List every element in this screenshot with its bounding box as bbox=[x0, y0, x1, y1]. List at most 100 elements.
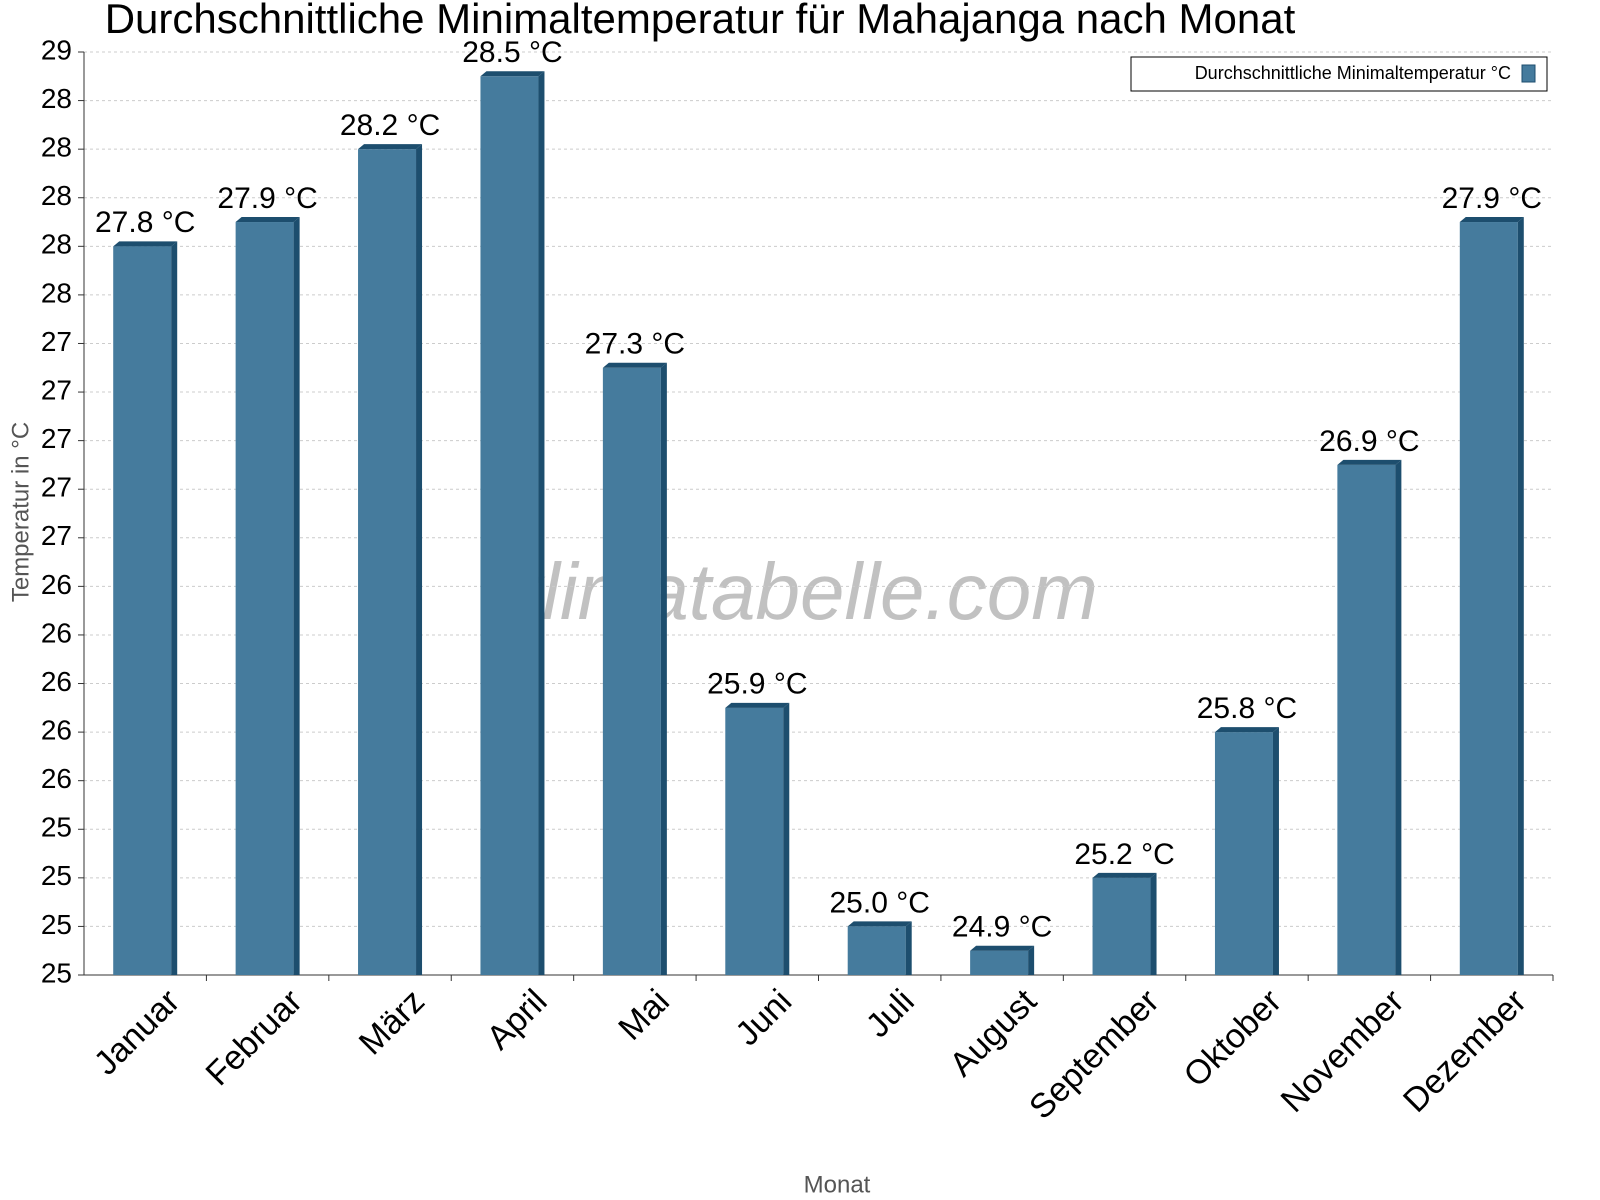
bar bbox=[847, 926, 906, 975]
value-label: 25.9 °C bbox=[707, 668, 807, 701]
y-tick-label: 26 bbox=[41, 763, 72, 794]
y-tick-label: 28 bbox=[41, 229, 72, 260]
bar bbox=[1092, 877, 1151, 975]
y-tick-label: 25 bbox=[41, 909, 72, 940]
x-tick-label: August bbox=[942, 982, 1044, 1084]
y-tick-label: 28 bbox=[41, 83, 72, 114]
y-tick-label: 28 bbox=[41, 180, 72, 211]
bar-top bbox=[480, 71, 545, 77]
bar bbox=[602, 367, 661, 975]
bar-side bbox=[783, 702, 790, 975]
bar bbox=[235, 222, 294, 976]
bar-side bbox=[905, 921, 912, 975]
bar-side bbox=[1150, 872, 1157, 975]
bar-top bbox=[1214, 727, 1279, 733]
bar-top bbox=[970, 945, 1035, 951]
bar-group bbox=[1459, 217, 1524, 976]
y-tick-label: 28 bbox=[41, 277, 72, 308]
y-tick-label: 27 bbox=[41, 472, 72, 503]
value-label: 28.5 °C bbox=[462, 36, 562, 69]
bar-group bbox=[1092, 872, 1157, 975]
x-tick-label: Juni bbox=[728, 982, 799, 1053]
legend-box bbox=[1130, 56, 1548, 92]
bar bbox=[725, 707, 784, 975]
bar-top bbox=[235, 217, 300, 223]
bar-top bbox=[358, 144, 423, 150]
bar bbox=[1337, 464, 1396, 975]
x-tick-label: Mai bbox=[611, 982, 677, 1048]
x-tick-label: April bbox=[479, 982, 554, 1057]
x-tick-label: Oktober bbox=[1177, 982, 1289, 1094]
bar-top bbox=[725, 702, 790, 708]
value-label: 27.9 °C bbox=[1442, 182, 1542, 215]
y-tick-label: 26 bbox=[41, 714, 72, 745]
bar-group bbox=[970, 945, 1035, 975]
bar bbox=[113, 246, 172, 975]
value-label: 28.2 °C bbox=[340, 109, 440, 142]
value-label: 24.9 °C bbox=[952, 911, 1052, 944]
value-label: 26.9 °C bbox=[1319, 425, 1419, 458]
bar-group bbox=[113, 241, 178, 975]
bar-side bbox=[1395, 459, 1402, 976]
bar-side bbox=[171, 241, 178, 975]
y-axis-label: Temperatur in °C bbox=[7, 422, 34, 602]
x-tick-label: Februar bbox=[199, 982, 310, 1093]
x-tick-label: März bbox=[352, 982, 432, 1062]
bar-side bbox=[660, 362, 667, 975]
value-label: 27.8 °C bbox=[95, 206, 195, 239]
legend-label: Durchschnittliche Minimaltemperatur °C bbox=[1195, 63, 1511, 83]
bar bbox=[1214, 732, 1273, 975]
x-tick-label: September bbox=[1022, 982, 1166, 1126]
value-label: 25.2 °C bbox=[1074, 838, 1174, 871]
watermark: klimatabelle.com bbox=[502, 547, 1098, 636]
y-tick-label: 25 bbox=[41, 812, 72, 843]
y-tick-label: 27 bbox=[41, 374, 72, 405]
y-tick-label: 29 bbox=[41, 34, 72, 65]
bar-side bbox=[538, 71, 545, 975]
x-tick-label: Januar bbox=[87, 982, 187, 1082]
value-label: 27.9 °C bbox=[217, 182, 317, 215]
bar-group bbox=[1337, 459, 1402, 976]
y-tick-label: 27 bbox=[41, 423, 72, 454]
bar-side bbox=[1517, 217, 1524, 976]
x-tick-label: Juli bbox=[859, 982, 922, 1045]
bar-top bbox=[602, 362, 667, 368]
bar bbox=[358, 149, 417, 975]
y-tick-label: 26 bbox=[41, 666, 72, 697]
bar-group bbox=[847, 921, 912, 975]
bar-group bbox=[358, 144, 423, 975]
bar-group bbox=[602, 362, 667, 975]
bar-side bbox=[1028, 945, 1035, 975]
y-tick-label: 26 bbox=[41, 617, 72, 648]
y-tick-label: 25 bbox=[41, 860, 72, 891]
bar-group bbox=[725, 702, 790, 975]
bar-group bbox=[1214, 727, 1279, 975]
bar-top bbox=[847, 921, 912, 927]
y-tick-label: 26 bbox=[41, 569, 72, 600]
bar-side bbox=[293, 217, 300, 976]
bar-top bbox=[1092, 872, 1157, 878]
bar-group bbox=[235, 217, 300, 976]
bar-group bbox=[480, 71, 545, 975]
value-label: 27.3 °C bbox=[585, 328, 685, 361]
legend: Durchschnittliche Minimaltemperatur °C bbox=[1130, 56, 1548, 92]
x-tick-label: November bbox=[1274, 982, 1412, 1120]
y-tick-label: 27 bbox=[41, 520, 72, 551]
bar-side bbox=[1272, 727, 1279, 975]
bar bbox=[1459, 222, 1518, 976]
bar-side bbox=[416, 144, 423, 975]
y-tick-label: 25 bbox=[41, 957, 72, 988]
x-axis-label: Monat bbox=[804, 1171, 871, 1198]
x-tick-label: Dezember bbox=[1396, 982, 1534, 1120]
chart-title: Durchschnittliche Minimaltemperatur für … bbox=[105, 0, 1296, 42]
value-label: 25.0 °C bbox=[830, 886, 930, 919]
y-tick-label: 28 bbox=[41, 132, 72, 163]
value-label: 25.8 °C bbox=[1197, 692, 1297, 725]
bar-top bbox=[113, 241, 178, 247]
y-tick-label: 27 bbox=[41, 326, 72, 357]
bar-top bbox=[1459, 217, 1524, 223]
bar-top bbox=[1337, 459, 1402, 465]
legend-swatch bbox=[1521, 64, 1536, 83]
bar bbox=[480, 76, 539, 975]
